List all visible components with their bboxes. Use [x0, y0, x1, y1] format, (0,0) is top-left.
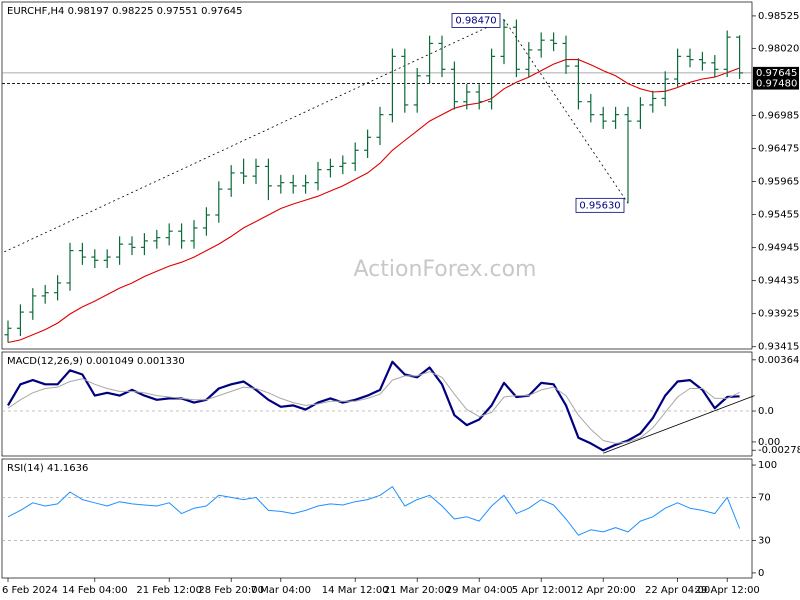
- watermark: ActionForex.com: [354, 257, 537, 282]
- y-tick-label: 0.98020: [758, 44, 799, 55]
- x-tick-label: 29 Mar 04:00: [446, 585, 513, 596]
- pane-title: EURCHF,H4 0.98197 0.98225 0.97551 0.9764…: [7, 6, 243, 17]
- y-tick-label: 0.93925: [758, 309, 799, 320]
- y-tick-label: 0.94435: [758, 276, 799, 287]
- annotation-label: 0.98470: [455, 15, 496, 26]
- y-tick-label: 0.003641: [758, 355, 800, 366]
- indicator-line: [7, 360, 740, 452]
- pane-frame: [1, 1, 753, 350]
- y-tick-label: 0: [758, 568, 764, 579]
- y-tick-label: 30: [758, 536, 771, 547]
- y-tick-label: 0.95455: [758, 210, 799, 221]
- x-tick-label: 14 Mar 12:00: [322, 585, 389, 596]
- x-tick-label: 7 Mar 04:00: [251, 585, 311, 596]
- x-tick-label: 29 Apr 12:00: [695, 585, 760, 596]
- x-tick-label: 12 Apr 20:00: [571, 585, 636, 596]
- annotation-label: 0.95630: [579, 200, 620, 211]
- indicator-line: [7, 371, 740, 444]
- current-price-label: 0.97645: [756, 68, 797, 79]
- y-tick-label: 0.0: [758, 406, 774, 417]
- y-tick-label: 0.95965: [758, 177, 799, 188]
- y-tick-label: 0.98525: [758, 11, 799, 22]
- x-tick-label: 6 Feb 2024: [2, 585, 58, 596]
- annotation-box: [451, 13, 501, 28]
- pane-title: RSI(14) 41.1636: [7, 463, 88, 474]
- x-tick-label: 14 Feb 04:00: [62, 585, 128, 596]
- annotation-box: [575, 197, 625, 213]
- x-tick-label: 21 Feb 12:00: [136, 585, 202, 596]
- pane-title: MACD(12,26,9) 0.001049 0.001330: [7, 356, 185, 367]
- indicator-line: [7, 486, 741, 536]
- pane-frame: [1, 351, 753, 457]
- y-tick-label: 0.93415: [758, 342, 799, 353]
- price-label-box: [753, 77, 799, 90]
- y-tick-label: 0.96985: [758, 111, 799, 122]
- y-tick-label: 100: [758, 460, 777, 471]
- pane-frame: [1, 458, 753, 579]
- trendline: [503, 19, 629, 204]
- x-tick-label: 28 Feb 20:00: [198, 585, 264, 596]
- y-tick-label: 70: [758, 492, 771, 503]
- x-tick-label: 21 Mar 20:00: [384, 585, 451, 596]
- y-tick-label: 0.94945: [758, 243, 799, 254]
- x-tick-label: 22 Apr 04:00: [645, 585, 710, 596]
- trendline: [4, 19, 505, 253]
- price-label: 0.97480: [756, 79, 797, 90]
- moving-average: [7, 59, 740, 344]
- y-tick-label: -0.002788: [758, 445, 800, 456]
- y-tick-label: 0.00: [758, 437, 780, 448]
- y-tick-label: 0.96475: [758, 144, 799, 155]
- x-tick-label: 5 Apr 12:00: [512, 585, 571, 596]
- trendline: [603, 395, 755, 454]
- current-price-box: [753, 66, 799, 79]
